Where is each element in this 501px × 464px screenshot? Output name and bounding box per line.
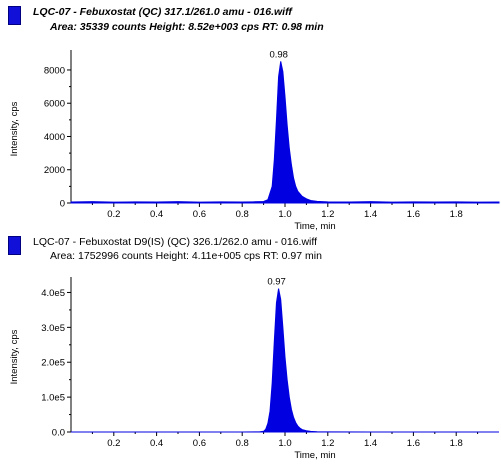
y-tick-label: 3.0e5: [41, 323, 65, 334]
y-tick-label: 0: [60, 199, 65, 210]
series-color-swatch: [8, 236, 21, 255]
y-tick-label: 8000: [44, 65, 65, 76]
x-tick-label: 0.2: [107, 438, 120, 449]
y-tick-label: 6000: [44, 99, 65, 110]
x-tick-label: 1.4: [364, 438, 377, 449]
y-axis-label: Intensity, cps: [9, 101, 20, 156]
chart-header-line2: Area: 35339 counts Height: 8.52e+003 cps…: [50, 21, 324, 33]
x-tick-label: 1.8: [450, 438, 463, 449]
x-tick-label: 0.4: [150, 209, 163, 220]
y-tick-label: 2.0e5: [41, 358, 65, 369]
x-tick-label: 1.4: [364, 209, 377, 220]
x-axis-label: Time, min: [294, 221, 335, 232]
chart-header-line1: LQC-07 - Febuxostat (QC) 317.1/261.0 amu…: [33, 6, 292, 18]
y-tick-label: 0.0: [52, 428, 65, 439]
peak-label: 0.97: [267, 277, 286, 288]
x-tick-label: 1.2: [321, 438, 334, 449]
x-tick-label: 1.0: [278, 209, 291, 220]
x-tick-label: 1.2: [321, 209, 334, 220]
y-tick-label: 2000: [44, 165, 65, 176]
chart-svg-febuxostat-d9: 0.0 1.0e5 2.0e5 3.0e5 4.0e5 0.2 0.4 0.6 0.8 1.0 1.…: [9, 277, 499, 461]
x-tick-label: 0.4: [150, 438, 163, 449]
x-tick-label: 0.6: [193, 209, 206, 220]
x-tick-label: 1.6: [407, 438, 420, 449]
chart-header-line2: Area: 1752996 counts Height: 4.11e+005 c…: [50, 250, 322, 262]
y-tick-label: 4000: [44, 132, 65, 143]
chart-panel-febuxostat: LQC-07 - Febuxostat (QC) 317.1/261.0 amu…: [0, 0, 501, 232]
y-tick-label: 1.0e5: [41, 393, 65, 404]
y-tick-label: 4.0e5: [41, 288, 65, 299]
y-axis-label: Intensity, cps: [9, 329, 20, 384]
chart-header-line1: LQC-07 - Febuxostat D9(IS) (QC) 326.1/26…: [33, 236, 318, 248]
x-tick-label: 0.8: [236, 438, 249, 449]
x-tick-label: 1.8: [450, 209, 463, 220]
series-area: [71, 288, 499, 433]
x-tick-label: 1.6: [407, 209, 420, 220]
chart-svg-febuxostat: 0 2000 4000 6000 8000 0.2 0.4 0.6 0.8 1.0 1.2 1.4 1.…: [9, 49, 500, 232]
chart-panel-febuxostat-d9: LQC-07 - Febuxostat D9(IS) (QC) 326.1/26…: [0, 230, 501, 464]
x-tick-label: 1.0: [278, 438, 291, 449]
x-tick-label: 0.2: [107, 209, 120, 220]
x-tick-label: 0.6: [193, 438, 206, 449]
peak-label: 0.98: [269, 49, 288, 60]
series-area: [70, 61, 500, 204]
x-tick-label: 0.8: [236, 209, 249, 220]
series-color-swatch: [8, 6, 21, 25]
x-axis-label: Time, min: [294, 450, 335, 461]
